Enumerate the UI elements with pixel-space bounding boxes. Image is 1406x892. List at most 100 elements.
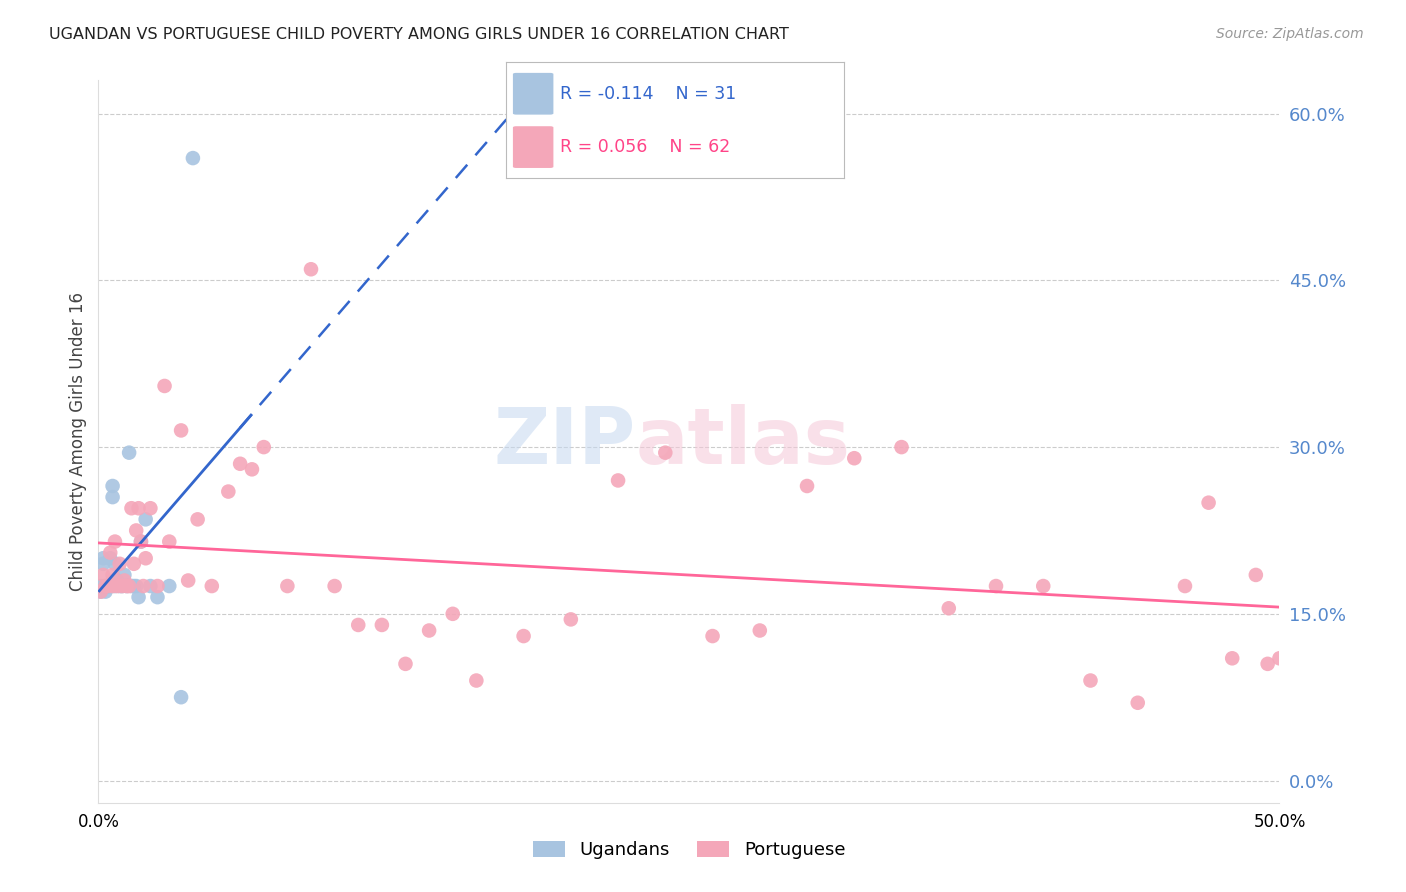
Point — [101, 479, 124, 493]
Point — [101, 490, 124, 504]
Point — [201, 579, 224, 593]
Point — [111, 579, 134, 593]
Text: UGANDAN VS PORTUGUESE CHILD POVERTY AMONG GIRLS UNDER 16 CORRELATION CHART: UGANDAN VS PORTUGUESE CHILD POVERTY AMON… — [49, 27, 789, 42]
Point — [97, 579, 120, 593]
Point — [122, 557, 145, 571]
Point — [128, 501, 150, 516]
Point — [607, 474, 630, 488]
Point — [94, 579, 117, 593]
Text: R = 0.056    N = 62: R = 0.056 N = 62 — [560, 138, 730, 156]
Point — [105, 579, 128, 593]
Point — [97, 579, 120, 593]
Point — [844, 451, 866, 466]
Point — [135, 551, 157, 566]
Point — [1126, 696, 1149, 710]
Point — [128, 590, 150, 604]
Point — [146, 579, 169, 593]
Point — [240, 462, 263, 476]
Point — [97, 579, 120, 593]
Point — [112, 568, 135, 582]
Point — [1220, 651, 1243, 665]
Point — [121, 501, 143, 516]
Point — [90, 579, 112, 593]
Point — [1032, 579, 1054, 593]
Point — [108, 557, 131, 571]
Point — [108, 579, 131, 593]
Point — [101, 568, 124, 582]
Point — [90, 584, 112, 599]
Point — [91, 557, 114, 571]
Point — [91, 551, 114, 566]
Point — [1174, 579, 1197, 593]
Point — [654, 445, 676, 459]
Point — [371, 618, 394, 632]
Point — [94, 584, 117, 599]
Point — [139, 501, 162, 516]
Y-axis label: Child Poverty Among Girls Under 16: Child Poverty Among Girls Under 16 — [69, 292, 87, 591]
Point — [104, 534, 127, 549]
Point — [146, 590, 169, 604]
Point — [394, 657, 416, 671]
Point — [323, 579, 346, 593]
Point — [177, 574, 200, 588]
FancyBboxPatch shape — [513, 126, 554, 168]
Point — [1080, 673, 1102, 688]
Point — [139, 579, 162, 593]
Point — [560, 612, 582, 626]
Point — [98, 551, 121, 566]
Point — [98, 579, 121, 593]
Point — [938, 601, 960, 615]
Point — [1244, 568, 1267, 582]
Point — [132, 579, 155, 593]
FancyBboxPatch shape — [513, 73, 554, 114]
Point — [181, 151, 204, 165]
Point — [98, 546, 121, 560]
Point — [170, 690, 193, 705]
Text: Source: ZipAtlas.com: Source: ZipAtlas.com — [1216, 27, 1364, 41]
Legend: Ugandans, Portuguese: Ugandans, Portuguese — [526, 833, 852, 866]
Point — [111, 579, 134, 593]
Point — [229, 457, 252, 471]
Text: ZIP: ZIP — [494, 403, 636, 480]
Point — [748, 624, 770, 638]
Point — [1257, 657, 1279, 671]
Point — [1198, 496, 1220, 510]
Point — [299, 262, 322, 277]
Point — [129, 534, 152, 549]
Point — [101, 579, 124, 593]
Point — [121, 579, 143, 593]
Point — [217, 484, 239, 499]
Point — [90, 584, 112, 599]
Point — [115, 579, 138, 593]
Point — [115, 579, 138, 593]
Point — [135, 512, 157, 526]
Point — [347, 618, 370, 632]
Point — [984, 579, 1007, 593]
Point — [157, 579, 180, 593]
Point — [105, 574, 128, 588]
Point — [187, 512, 209, 526]
Point — [1268, 651, 1291, 665]
Point — [91, 568, 114, 582]
Point — [418, 624, 440, 638]
Point — [276, 579, 298, 593]
Point — [465, 673, 488, 688]
Point — [104, 579, 127, 593]
Point — [129, 534, 152, 549]
Point — [253, 440, 276, 454]
Point — [796, 479, 818, 493]
Point — [702, 629, 724, 643]
Point — [118, 445, 141, 459]
Point — [94, 579, 117, 593]
Point — [112, 574, 135, 588]
Point — [125, 524, 148, 538]
Text: R = -0.114    N = 31: R = -0.114 N = 31 — [560, 85, 737, 103]
Point — [512, 629, 534, 643]
Point — [890, 440, 912, 454]
Point — [125, 579, 148, 593]
Point — [441, 607, 464, 621]
Text: atlas: atlas — [636, 403, 851, 480]
Point — [153, 379, 176, 393]
Point — [104, 557, 127, 571]
Point — [118, 579, 141, 593]
